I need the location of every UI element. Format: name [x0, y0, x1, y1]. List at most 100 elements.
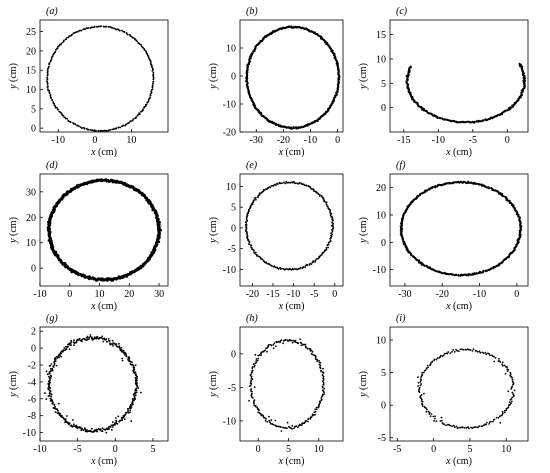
data-point [79, 339, 82, 342]
data-point [502, 364, 504, 367]
data-point [447, 351, 450, 353]
data-point [485, 421, 488, 424]
y-tick-label: 15 [376, 30, 386, 41]
data-point [57, 45, 59, 48]
data-point [151, 88, 154, 90]
data-point [320, 253, 323, 256]
data-point [320, 397, 323, 400]
data-point [55, 364, 58, 367]
data-point [135, 116, 138, 119]
data-point [490, 186, 493, 190]
data-point [470, 426, 472, 429]
data-point [509, 374, 511, 377]
data-point [301, 422, 304, 425]
data-point [403, 243, 406, 246]
data-point [309, 349, 312, 352]
data-point [322, 375, 325, 378]
data-point [421, 108, 424, 111]
data-point [252, 249, 255, 252]
data-point [118, 345, 120, 348]
data-point [111, 339, 114, 342]
data-point [512, 393, 515, 396]
data-point [280, 426, 282, 428]
data-point [56, 357, 59, 359]
data-point [51, 402, 54, 405]
data-point [326, 205, 329, 208]
data-point [121, 359, 124, 362]
data-point [419, 384, 422, 387]
data-point [478, 425, 481, 428]
data-point [253, 402, 255, 405]
data-point [447, 182, 451, 185]
data-point [57, 354, 60, 357]
data-point [454, 181, 457, 184]
data-point [263, 261, 266, 264]
data-point [462, 349, 465, 351]
data-point [134, 382, 137, 385]
data-point [149, 96, 151, 99]
data-point [75, 424, 78, 427]
data-point [109, 129, 112, 131]
data-point [50, 375, 52, 378]
data-point [291, 181, 293, 184]
data-point [493, 418, 496, 421]
panel-label: (c) [396, 6, 408, 17]
data-point [439, 117, 442, 120]
data-point [136, 384, 139, 387]
y-tick-label: 15 [26, 66, 36, 77]
data-point [257, 357, 260, 360]
data-point [475, 272, 478, 275]
data-point [104, 428, 107, 431]
data-point [50, 393, 53, 396]
x-tick-label: 10 [95, 289, 105, 300]
data-point [493, 189, 496, 192]
data-point [477, 426, 479, 429]
data-point [317, 257, 319, 260]
data-point [423, 370, 426, 372]
data-point [127, 409, 129, 412]
data-point [452, 349, 454, 351]
x-tick-label: 10 [501, 444, 511, 455]
data-point [53, 362, 56, 365]
data-point [89, 334, 92, 336]
data-point [95, 336, 98, 338]
data-point [115, 419, 118, 422]
data-point [46, 71, 49, 74]
data-point [452, 273, 455, 276]
data-point [57, 109, 59, 111]
data-point [507, 390, 510, 393]
y-tick-label: 10 [26, 85, 36, 96]
data-point [134, 394, 137, 397]
data-point [152, 78, 155, 81]
data-point [445, 424, 447, 427]
data-point [108, 25, 111, 28]
data-point [46, 80, 48, 83]
y-tick-label: 10 [226, 44, 236, 55]
data-point [93, 336, 96, 339]
x-tick-label: 0 [332, 289, 337, 300]
data-point [310, 352, 313, 355]
data-point [142, 108, 144, 111]
data-point [73, 344, 75, 346]
data-point [282, 181, 285, 184]
data-point [418, 391, 421, 394]
data-point [421, 405, 424, 407]
data-point [265, 417, 267, 420]
data-point [129, 411, 131, 414]
data-point [125, 354, 128, 357]
data-point [255, 360, 258, 362]
data-point [464, 181, 467, 184]
data-point [427, 188, 430, 191]
data-point [254, 197, 256, 200]
data-point [515, 245, 518, 248]
data-point [129, 120, 132, 123]
y-tick-label: 0 [231, 349, 236, 360]
data-point [331, 233, 333, 236]
data-point [318, 361, 321, 364]
data-point [464, 348, 467, 351]
x-axis-label: x (cm) [278, 301, 305, 312]
data-point [115, 127, 118, 130]
data-point [53, 364, 56, 366]
data-point [479, 183, 483, 186]
data-point [147, 99, 150, 102]
